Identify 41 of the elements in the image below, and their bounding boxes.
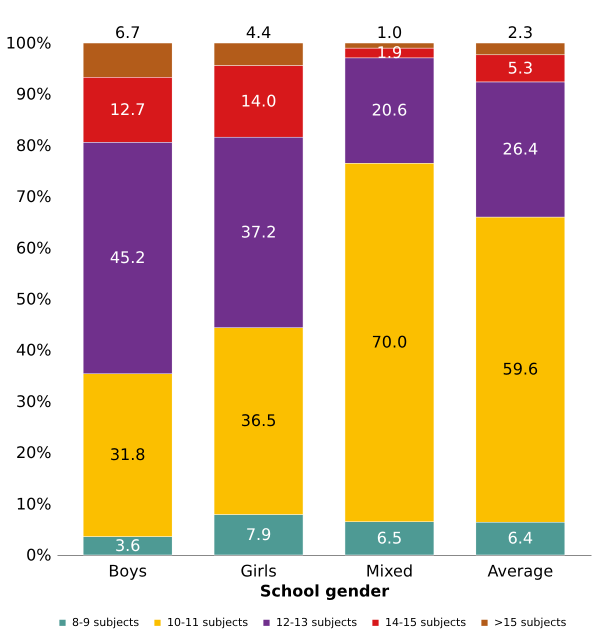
- data-label: 6.5: [376, 528, 402, 548]
- data-label: 2.3: [508, 23, 534, 42]
- x-tick-label: Average: [487, 562, 554, 580]
- legend-label: 12-13 subjects: [276, 616, 358, 629]
- legend-label: 8-9 subjects: [72, 616, 140, 629]
- data-label: 26.4: [502, 139, 538, 158]
- x-tick-label: Mixed: [366, 562, 414, 580]
- y-tick-label: 90%: [16, 84, 52, 104]
- y-tick-label: 30%: [16, 392, 52, 411]
- y-tick-label: 0%: [26, 546, 52, 564]
- data-label: 4.4: [246, 23, 272, 42]
- y-tick-label: 100%: [6, 34, 52, 52]
- data-label: 59.6: [502, 360, 538, 379]
- data-label: 12.7: [110, 100, 146, 119]
- legend-label: 10-11 subjects: [167, 616, 248, 629]
- legend-label: 14-15 subjects: [385, 616, 466, 629]
- data-label: 14.0: [240, 91, 276, 110]
- data-label: 20.6: [372, 100, 408, 120]
- x-tick-label: Boys: [108, 562, 147, 580]
- y-tick-label: 50%: [16, 290, 52, 308]
- x-axis-title: School gender: [260, 582, 390, 600]
- legend-label: >15 subjects: [494, 616, 567, 629]
- data-label: 36.5: [240, 411, 276, 430]
- data-label: 7.9: [246, 524, 272, 544]
- data-label: 3.6: [114, 536, 140, 555]
- data-label: 5.3: [508, 58, 534, 78]
- y-tick-label: 60%: [16, 238, 52, 258]
- data-label: 37.2: [240, 222, 276, 242]
- data-label: 6.7: [114, 23, 140, 42]
- y-tick-label: 40%: [16, 340, 52, 360]
- data-label: 45.2: [110, 248, 146, 268]
- data-label: 70.0: [372, 332, 408, 352]
- y-tick-label: 70%: [16, 187, 52, 206]
- y-tick-label: 20%: [16, 443, 52, 462]
- data-label: 1.9: [376, 42, 402, 62]
- y-tick-label: 10%: [16, 494, 52, 514]
- data-label: 31.8: [110, 445, 146, 464]
- data-label: 1.0: [376, 23, 402, 42]
- y-tick-label: 80%: [16, 136, 52, 155]
- x-tick-label: Girls: [240, 562, 277, 580]
- data-label: 6.4: [508, 528, 534, 548]
